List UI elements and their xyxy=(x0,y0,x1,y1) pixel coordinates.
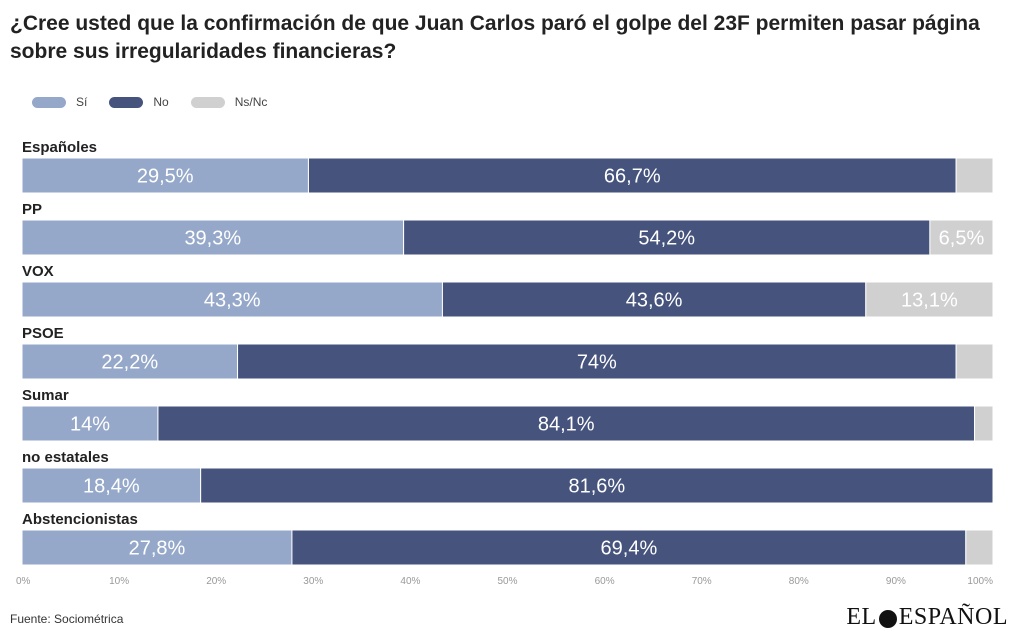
data-label: 6,5% xyxy=(939,228,985,250)
legend-label-no: No xyxy=(153,95,169,109)
data-label: 22,2% xyxy=(101,352,158,374)
bar-segment xyxy=(929,219,994,256)
data-label: 81,6% xyxy=(568,476,625,498)
category-label: Sumar xyxy=(22,387,69,404)
bar-segment xyxy=(21,343,239,380)
stacked-bar-chart: Españoles 29,5% 66,7% PP 39,3% 54,2% 6,5% VOX 43… xyxy=(16,139,994,587)
el-espanol-logo: EL ESPAÑOL xyxy=(846,604,1008,631)
x-tick-label: 40% xyxy=(400,576,420,587)
data-label: 29,5% xyxy=(137,166,194,188)
x-tick-label: 80% xyxy=(789,576,809,587)
bar-segment xyxy=(21,467,202,504)
data-label: 69,4% xyxy=(601,538,658,560)
legend-swatch-no xyxy=(109,96,144,108)
bar-segment xyxy=(200,467,994,504)
legend-swatch-nsnc xyxy=(190,96,225,108)
x-tick-label: 10% xyxy=(109,576,129,587)
category-label: no estatales xyxy=(22,449,109,466)
legend-item-si: Sí xyxy=(32,95,87,109)
x-tick-label: 90% xyxy=(886,576,906,587)
data-label: 18,4% xyxy=(83,476,140,498)
bar-segment xyxy=(441,281,867,318)
legend-item-nsnc: Ns/Nc xyxy=(190,95,268,109)
x-tick-label: 0% xyxy=(16,576,31,587)
data-label: 54,2% xyxy=(638,228,695,250)
x-tick-label: 30% xyxy=(303,576,323,587)
category-label: VOX xyxy=(22,263,54,280)
bar-segment xyxy=(21,219,405,256)
data-label: 39,3% xyxy=(184,228,241,250)
data-label: 43,3% xyxy=(204,290,261,312)
category-label: PP xyxy=(22,201,42,218)
bar-segment xyxy=(157,405,976,442)
bar-segment xyxy=(974,405,994,442)
legend-label-si: Sí xyxy=(76,95,88,109)
bar-segment xyxy=(955,343,994,380)
bar-segment xyxy=(21,157,309,194)
legend-label-nsnc: Ns/Nc xyxy=(234,95,268,109)
legend-item-no: No xyxy=(109,95,169,109)
data-label: 14% xyxy=(70,414,110,436)
data-label: 84,1% xyxy=(538,414,595,436)
logo-text-right: ESPAÑOL xyxy=(898,604,1008,630)
category-label: Abstencionistas xyxy=(22,511,138,528)
chart-title: ¿Cree usted que la confirmación de que J… xyxy=(10,12,980,63)
data-label: 27,8% xyxy=(129,538,186,560)
bar-segment xyxy=(403,219,931,256)
data-label: 66,7% xyxy=(604,166,661,188)
bar-segment xyxy=(307,157,957,194)
chart-legend: Sí No Ns/Nc xyxy=(32,93,289,111)
x-tick-label: 50% xyxy=(497,576,517,587)
category-label: PSOE xyxy=(22,325,64,342)
x-tick-label: 70% xyxy=(692,576,712,587)
x-tick-label: 20% xyxy=(206,576,226,587)
logo-text-left: EL xyxy=(846,604,877,630)
data-label: 13,1% xyxy=(901,290,958,312)
legend-swatch-si xyxy=(32,96,66,108)
bar-segment xyxy=(865,281,994,318)
bar-segment xyxy=(237,343,957,380)
lion-icon xyxy=(878,609,897,628)
bar-segment xyxy=(955,157,994,194)
x-tick-label: 60% xyxy=(595,576,615,587)
data-label: 74% xyxy=(577,352,617,374)
data-label: 43,6% xyxy=(626,290,683,312)
bar-segment xyxy=(291,529,967,566)
bar-segment xyxy=(965,529,994,566)
x-tick-label: 100% xyxy=(967,576,993,587)
source-note: Fuente: Sociométrica xyxy=(10,612,124,626)
bar-segment xyxy=(21,281,443,318)
category-label: Españoles xyxy=(22,139,97,156)
